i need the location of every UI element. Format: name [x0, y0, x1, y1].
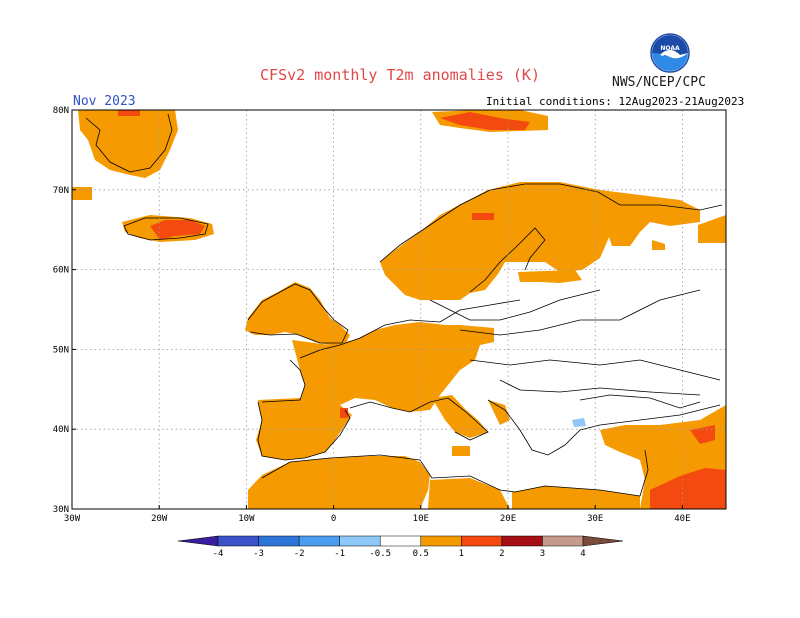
border-eastern-europe: [469, 359, 721, 381]
border-central-europe: [459, 289, 701, 336]
region-sicily: [452, 446, 470, 456]
lon-label: 30W: [64, 514, 81, 524]
colorbar-label: 0.5: [413, 549, 429, 559]
region-red-spain: [340, 408, 348, 418]
lat-label: 30N: [53, 505, 69, 515]
colorbar-segment: [298, 535, 340, 547]
colorbar-segment: [501, 535, 543, 547]
colorbar-segment: [258, 535, 300, 547]
region-cool-turkey: [572, 418, 586, 427]
lat-label: 60N: [53, 266, 69, 276]
lon-label: 40E: [674, 514, 690, 524]
region-egypt: [512, 486, 640, 509]
lon-label: 10E: [413, 514, 429, 524]
region-red-iceland: [150, 220, 205, 240]
map-grid: [72, 110, 726, 509]
region-italy: [432, 395, 488, 438]
colorbar-label: -3: [253, 549, 264, 559]
region-north-urals: [698, 215, 726, 243]
lon-label: 30E: [587, 514, 603, 524]
longitude-labels: 30W 20W 10W 0 10E 20E 30E 40E: [64, 505, 691, 524]
anomaly-fill-orange: [72, 110, 726, 509]
coast-balkans-turkey: [487, 399, 721, 456]
region-british-isles: [245, 282, 350, 345]
noaa-logo: NOAA: [650, 33, 690, 73]
region-red-svalbard: [440, 112, 530, 130]
map-frame: [71, 109, 727, 510]
lon-label: 10W: [238, 514, 255, 524]
colorbar-segment: [542, 535, 584, 547]
colorbar-segment: [217, 535, 259, 547]
coast-iceland: [123, 217, 209, 241]
colorbar-segment: [420, 535, 462, 547]
coast-bothnia: [469, 227, 546, 293]
anomaly-fill-red: [118, 110, 726, 509]
coast-britain: [247, 283, 349, 344]
region-red-caucasus: [690, 425, 715, 444]
region-north-africa-west: [248, 456, 430, 509]
lon-label: 20E: [500, 514, 516, 524]
colorbar-label: -4: [213, 549, 224, 559]
coast-italy: [349, 397, 489, 441]
initial-conditions: Initial conditions: 12Aug2023-21Aug2023: [486, 95, 745, 108]
colorbar-arrow-high: [582, 535, 624, 547]
colorbar-label: 3: [540, 549, 545, 559]
lat-label: 50N: [53, 345, 69, 355]
latitude-labels: 80N 70N 60N 50N 40N 30N: [53, 106, 76, 515]
forecast-month: Nov 2023: [73, 94, 136, 109]
region-adriatic-east: [488, 400, 510, 425]
border-baltic: [429, 289, 601, 321]
coast-north-europe: [299, 299, 521, 359]
region-greenland: [78, 110, 178, 178]
region-kola: [600, 190, 700, 246]
coast-black-sea: [579, 394, 701, 409]
coast-greenland: [85, 113, 173, 173]
agency-label: NWS/NCEP/CPC: [612, 75, 706, 90]
colorbar-label: 2: [499, 549, 504, 559]
lon-label: 20W: [151, 514, 168, 524]
region-greenland-west: [72, 187, 92, 200]
coast-iberia: [257, 401, 351, 461]
lon-label: 0: [331, 514, 336, 524]
map-title: CFSv2 monthly T2m anomalies (K): [260, 66, 540, 84]
colorbar-segment: [379, 535, 422, 547]
logo-text: NOAA: [660, 45, 680, 52]
lat-label: 40N: [53, 425, 69, 435]
colorbar-label: -1: [334, 549, 345, 559]
coast-north-africa: [261, 449, 649, 497]
coast-norway: [379, 183, 723, 263]
colorbar-segment: [461, 535, 503, 547]
colorbar: -4 -3 -2 -1 -0.5 0.5 1 2 3 4: [177, 535, 624, 559]
colorbar-label: -2: [294, 549, 305, 559]
region-red-greenland: [118, 110, 140, 116]
colorbar-label: 1: [459, 549, 464, 559]
border-black-sea-north: [499, 379, 701, 396]
colorbar-label: -0.5: [369, 549, 391, 559]
region-baltic: [518, 270, 582, 283]
region-iberia: [256, 398, 352, 460]
region-scandinavia: [380, 182, 612, 300]
colorbar-arrow-low: [177, 535, 219, 547]
lat-label: 80N: [53, 106, 69, 116]
coastlines: [85, 113, 723, 497]
lat-label: 70N: [53, 186, 69, 196]
coast-biscay: [261, 359, 306, 403]
region-red-norway: [472, 213, 494, 220]
colorbar-segment: [339, 535, 381, 547]
colorbar-label: 4: [580, 549, 585, 559]
region-north-africa-central: [428, 478, 510, 509]
region-white-sea: [652, 240, 665, 250]
region-red-arabia: [650, 468, 726, 509]
